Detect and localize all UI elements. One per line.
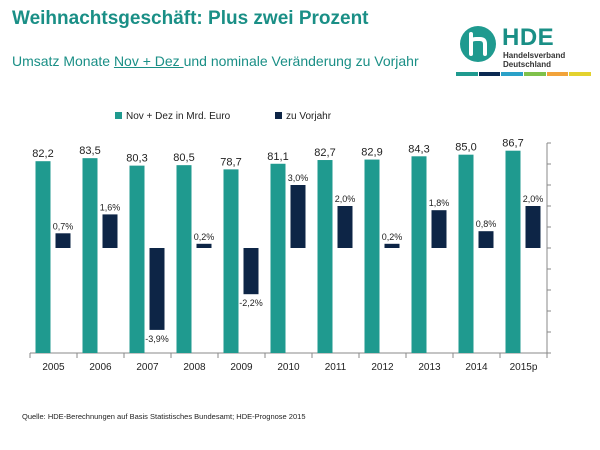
logo-stripe [478,72,501,76]
hde-logo: HDE Handelsverband Deutschland [456,24,592,84]
bar-vorjahr [478,231,494,248]
label-vorjahr: 0,8% [476,219,497,229]
bar-vorjahr [243,248,259,295]
x-tick-label: 2009 [230,362,253,373]
x-tick-label: 2010 [277,362,300,373]
label-vorjahr: 2,0% [335,194,356,204]
legend-label-vorjahr: zu Vorjahr [286,111,332,122]
label-vorjahr: 0,2% [382,232,403,242]
label-vorjahr: -2,2% [239,298,263,308]
subtitle-underlined: Nov + Dez [113,53,184,69]
bar-umsatz [505,150,521,353]
bar-umsatz [458,154,474,353]
bar-umsatz [270,163,286,353]
subtitle-prefix: Umsatz Monate [12,53,114,69]
label-umsatz: 84,3 [408,143,429,155]
label-vorjahr: -3,9% [145,334,169,344]
logo-line1: Handelsverband [503,51,566,60]
logo-stripe [501,72,523,76]
logo-stripe [524,72,546,76]
logo-line2: Deutschland [503,60,552,69]
label-umsatz: 82,7 [314,147,335,159]
x-tick-label: 2006 [89,362,112,373]
label-vorjahr: 3,0% [288,173,309,183]
label-vorjahr: 0,7% [53,221,74,231]
label-umsatz: 80,3 [126,153,147,165]
x-tick-label: 2015p [510,362,538,373]
bar-vorjahr [102,214,118,248]
x-tick-label: 2008 [183,362,206,373]
bar-umsatz [223,169,239,353]
label-umsatz: 81,1 [267,151,288,163]
x-tick-label: 2005 [42,362,65,373]
legend-label-umsatz: Nov + Dez in Mrd. Euro [126,111,231,122]
bar-umsatz [176,165,192,353]
bar-vorjahr [431,210,447,248]
logo-name: HDE [502,24,555,51]
label-vorjahr: 1,8% [429,198,450,208]
bar-umsatz [82,158,98,353]
chart-area: 82,2 0,7% 2005 83,5 1,6% 2006 80,3 -3,9% 2007 80,… [29,111,551,373]
bar-vorjahr [149,248,165,330]
x-tick-label: 2013 [418,362,441,373]
logo-stripe [456,72,478,76]
subtitle-suffix: und nominale Veränderung zu Vorjahr [183,53,419,69]
x-tick-label: 2012 [371,362,394,373]
logo-stripe [546,72,569,76]
logo-stripe [569,72,591,76]
chart-subtitle: Umsatz Monate Nov + Dez und nominale Ver… [12,53,419,69]
label-umsatz: 82,9 [361,147,382,159]
bar-umsatz [317,160,333,353]
label-umsatz: 80,5 [173,152,194,164]
label-umsatz: 82,2 [32,148,53,160]
legend-swatch-vorjahr [275,112,282,119]
legend-swatch-umsatz [115,112,122,119]
label-umsatz: 78,7 [220,156,241,168]
x-tick-label: 2011 [325,362,347,373]
hde-h-logo-icon [460,26,496,62]
bar-umsatz [364,159,380,353]
label-umsatz: 83,5 [79,145,100,157]
label-umsatz: 86,7 [502,138,523,150]
chart-title: Weihnachtsgeschäft: Plus zwei Prozent [12,8,369,29]
x-tick-label: 2014 [465,362,488,373]
label-vorjahr: 2,0% [523,194,544,204]
label-vorjahr: 0,2% [194,232,215,242]
label-vorjahr: 1,6% [100,202,121,212]
bar-vorjahr [337,206,353,248]
bar-vorjahr [525,206,541,248]
bar-vorjahr [290,185,306,248]
bar-vorjahr [196,243,212,248]
x-tick-label: 2007 [136,362,159,373]
source-note: Quelle: HDE-Berechnungen auf Basis Stati… [22,412,306,421]
bar-umsatz [35,161,51,353]
bar-umsatz [411,156,427,353]
bar-umsatz [129,165,145,353]
bar-vorjahr [384,243,400,248]
bar-vorjahr [55,233,71,248]
label-umsatz: 85,0 [455,142,476,154]
